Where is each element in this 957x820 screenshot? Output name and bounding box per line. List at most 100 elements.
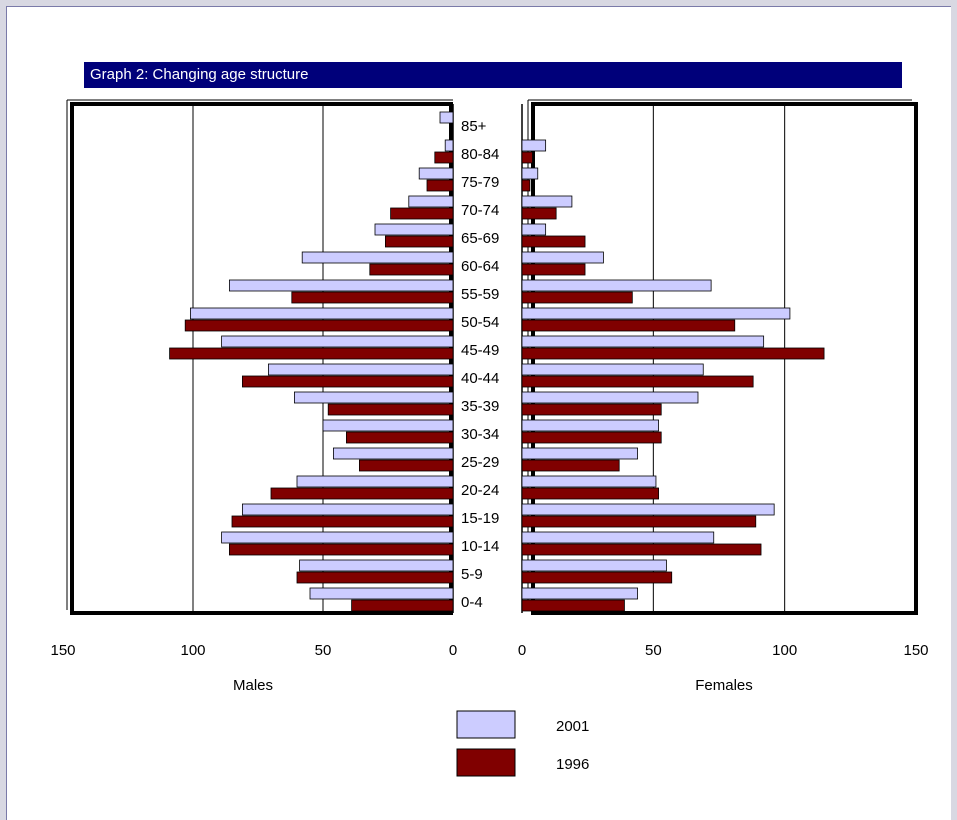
males-bar-2001-55-59	[228, 279, 454, 292]
males-bar-1996-80-84	[434, 151, 454, 164]
males-bar-2001-35-39	[293, 391, 454, 404]
age-label: 65-69	[461, 230, 499, 247]
males-bar-2001-40-44	[267, 363, 454, 376]
males-bar-2001-0-4	[309, 587, 454, 600]
females-bar-2001-45-49	[521, 335, 765, 348]
females-bar-2001-65-69	[521, 223, 547, 236]
chart-frame	[6, 6, 951, 820]
age-label: 20-24	[461, 482, 499, 499]
males-bar-2001-75-79	[418, 167, 454, 180]
age-label: 80-84	[461, 146, 499, 163]
females-bar-1996-40-44	[521, 375, 754, 388]
females-bar-1996-25-29	[521, 459, 620, 472]
age-label: 5-9	[461, 566, 483, 583]
age-label: 85+	[461, 118, 487, 135]
males-bar-1996-65-69	[384, 235, 454, 248]
females-bar-1996-0-4	[521, 599, 625, 612]
males-bar-1996-50-54	[184, 319, 454, 332]
males-bar-1996-70-74	[390, 207, 454, 220]
females-bar-2001-60-64	[521, 251, 604, 264]
males-bar-1996-25-29	[358, 459, 454, 472]
females-bar-1996-35-39	[521, 403, 662, 416]
age-label: 70-74	[461, 202, 499, 219]
age-label: 15-19	[461, 510, 499, 527]
females-bar-2001-10-14	[521, 531, 715, 544]
females-bar-1996-65-69	[521, 235, 586, 248]
females-bar-2001-40-44	[521, 363, 704, 376]
males-bar-1996-10-14	[228, 543, 454, 556]
males-bar-2001-60-64	[301, 251, 454, 264]
females-bar-1996-55-59	[521, 291, 633, 304]
chart-title: Graph 2: Changing age structure	[84, 62, 902, 88]
females-tick-label: 100	[772, 642, 797, 659]
females-bar-2001-0-4	[521, 587, 638, 600]
males-axis-label: Males	[233, 677, 273, 694]
females-bar-1996-45-49	[521, 347, 825, 360]
females-bar-1996-10-14	[521, 543, 762, 556]
males-bar-1996-15-19	[231, 515, 454, 528]
males-bar-2001-20-24	[296, 475, 454, 488]
males-bar-2001-15-19	[241, 503, 454, 516]
males-tick-label: 50	[315, 642, 332, 659]
legend-label-2001: 2001	[556, 718, 589, 735]
males-bar-1996-75-79	[426, 179, 454, 192]
females-bar-1996-60-64	[521, 263, 586, 276]
females-bar-2001-75-79	[521, 167, 539, 180]
females-bar-2001-5-9	[521, 559, 667, 572]
males-bar-1996-55-59	[291, 291, 454, 304]
males-bar-2001-50-54	[189, 307, 454, 320]
legend-label-1996: 1996	[556, 756, 589, 773]
females-tick-label: 0	[518, 642, 526, 659]
males-bar-2001-85+	[439, 111, 454, 124]
females-bar-2001-35-39	[521, 391, 699, 404]
males-bar-2001-70-74	[408, 195, 454, 208]
males-bar-1996-20-24	[270, 487, 454, 500]
age-label: 75-79	[461, 174, 499, 191]
age-label: 25-29	[461, 454, 499, 471]
females-bar-2001-70-74	[521, 195, 573, 208]
age-label: 10-14	[461, 538, 499, 555]
females-bar-2001-80-84	[521, 139, 547, 152]
males-bar-1996-40-44	[241, 375, 454, 388]
males-bar-2001-10-14	[221, 531, 454, 544]
females-bar-1996-20-24	[521, 487, 659, 500]
males-bar-1996-60-64	[369, 263, 454, 276]
females-bar-1996-30-34	[521, 431, 662, 444]
legend-swatch-1996	[456, 748, 516, 777]
males-tick-label: 0	[449, 642, 457, 659]
males-bar-2001-45-49	[221, 335, 454, 348]
females-bar-1996-5-9	[521, 571, 673, 584]
females-bar-1996-75-79	[521, 179, 531, 192]
females-tick-label: 50	[645, 642, 662, 659]
males-bar-1996-45-49	[169, 347, 454, 360]
males-bar-1996-5-9	[296, 571, 454, 584]
females-bar-2001-55-59	[521, 279, 712, 292]
males-bar-1996-0-4	[351, 599, 454, 612]
females-bar-2001-15-19	[521, 503, 775, 516]
females-bar-2001-50-54	[521, 307, 791, 320]
males-bar-2001-5-9	[299, 559, 454, 572]
males-bar-2001-30-34	[322, 419, 454, 432]
females-bar-1996-80-84	[521, 151, 533, 164]
age-label: 60-64	[461, 258, 499, 275]
age-label: 40-44	[461, 370, 499, 387]
age-label: 50-54	[461, 314, 499, 331]
males-tick-label: 100	[180, 642, 205, 659]
females-bar-1996-15-19	[521, 515, 757, 528]
females-bar-2001-25-29	[521, 447, 638, 460]
males-bar-2001-25-29	[332, 447, 454, 460]
age-label: 45-49	[461, 342, 499, 359]
females-bar-1996-70-74	[521, 207, 557, 220]
males-bar-1996-30-34	[345, 431, 454, 444]
females-axis-label: Females	[695, 677, 753, 694]
age-label: 0-4	[461, 594, 483, 611]
age-label: 35-39	[461, 398, 499, 415]
males-bar-2001-65-69	[374, 223, 454, 236]
females-bar-2001-20-24	[521, 475, 657, 488]
age-label: 55-59	[461, 286, 499, 303]
females-bar-2001-30-34	[521, 419, 659, 432]
age-label: 30-34	[461, 426, 499, 443]
legend-swatch-2001	[456, 710, 516, 739]
females-tick-label: 150	[903, 642, 928, 659]
